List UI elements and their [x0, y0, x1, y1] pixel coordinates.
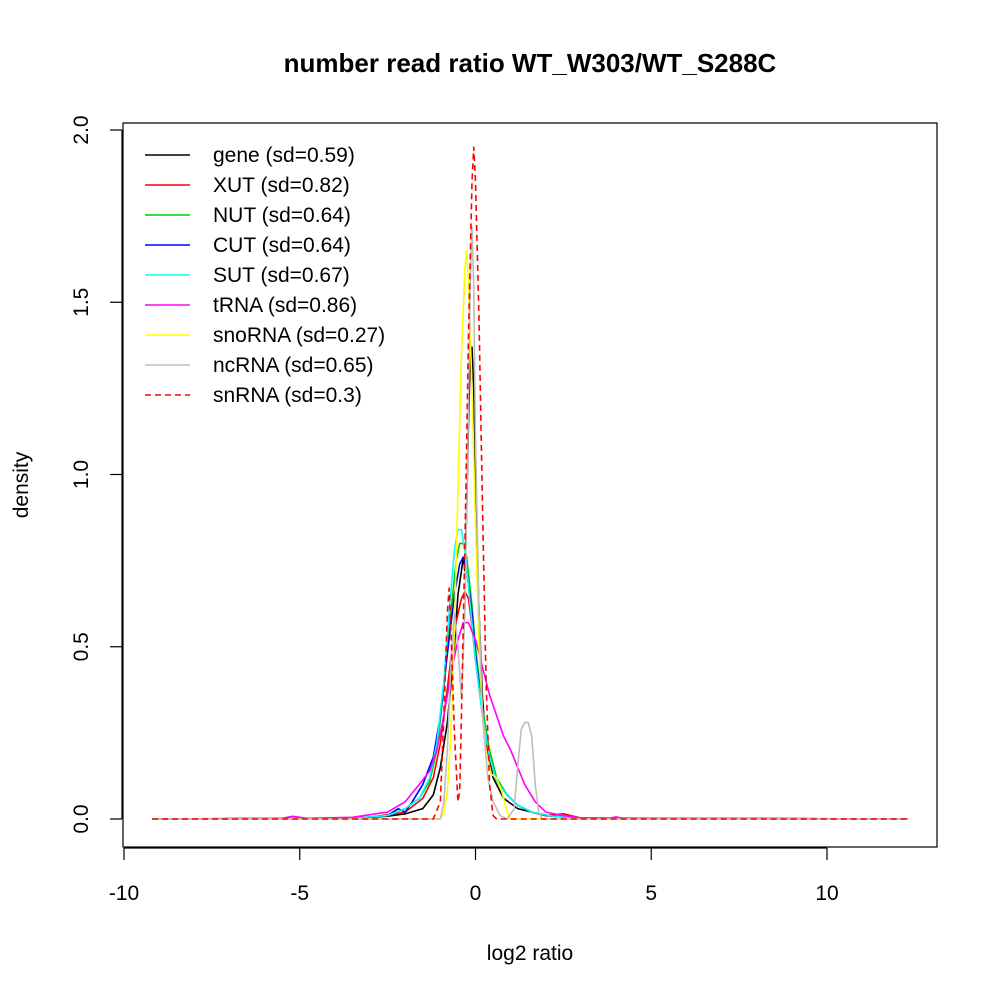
- series-line-2: [152, 542, 908, 820]
- y-tick-label: 0.0: [70, 804, 93, 833]
- series-line-4: [152, 528, 908, 820]
- series-line-5: [152, 621, 908, 820]
- legend-label-7: ncRNA (sd=0.65): [213, 354, 374, 377]
- y-tick-label: 1.5: [70, 288, 93, 317]
- legend-label-1: XUT (sd=0.82): [213, 174, 350, 197]
- legend: gene (sd=0.59) XUT (sd=0.82) NUT (sd=0.64)…: [145, 144, 385, 407]
- series-line-1: [152, 590, 908, 820]
- y-tick-label: 2.0: [70, 115, 93, 144]
- series-line-8: [152, 146, 908, 820]
- legend-label-5: tRNA (sd=0.86): [213, 294, 357, 317]
- chart-title: number read ratio WT_W303/WT_S288C: [284, 48, 777, 78]
- legend-label-4: SUT (sd=0.67): [213, 264, 350, 287]
- legend-label-0: gene (sd=0.59): [213, 144, 355, 167]
- series-line-0: [152, 346, 908, 820]
- y-tick-label: 1.0: [70, 460, 93, 489]
- plot-frame: [122, 122, 938, 848]
- x-tick-label: -10: [109, 882, 139, 905]
- legend-label-2: NUT (sd=0.64): [213, 204, 351, 227]
- x-tick-label: 0: [470, 882, 482, 905]
- legend-label-6: snoRNA (sd=0.27): [213, 324, 385, 347]
- y-axis: 0.0 0.5 1.0 1.5 2.0: [70, 115, 123, 834]
- series-line-3: [152, 556, 908, 820]
- legend-label-3: CUT (sd=0.64): [213, 234, 351, 257]
- series-lines: [152, 146, 908, 820]
- series-line-7: [152, 225, 908, 820]
- y-axis-label: density: [10, 451, 33, 518]
- x-axis-label: log2 ratio: [487, 942, 573, 965]
- y-tick-label: 0.5: [70, 632, 93, 661]
- x-tick-label: 5: [645, 882, 657, 905]
- legend-label-8: snRNA (sd=0.3): [213, 384, 362, 407]
- x-tick-label: 10: [815, 882, 838, 905]
- x-axis: -10 -5 0 5 10: [109, 847, 839, 905]
- x-tick-label: -5: [290, 882, 309, 905]
